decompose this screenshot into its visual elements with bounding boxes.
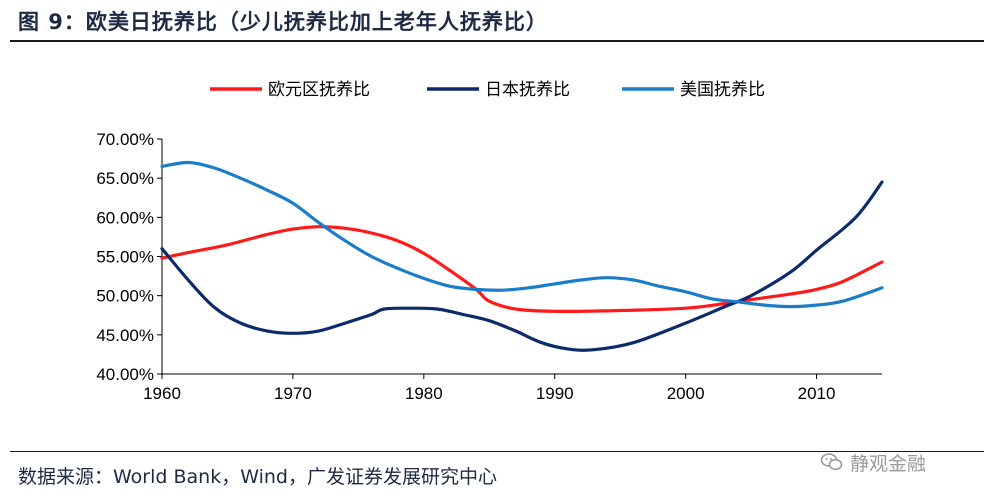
title-divider (10, 40, 984, 42)
footer-divider (10, 451, 984, 452)
series-line-eurozone (160, 225, 884, 313)
watermark: 静观金融 (820, 446, 926, 478)
x-tick-label: 1980 (405, 384, 443, 403)
y-tick-label: 60.00% (96, 208, 154, 227)
x-tick-label: 1960 (143, 384, 181, 403)
series-line-usa (160, 160, 884, 309)
y-tick-label: 65.00% (96, 169, 154, 188)
x-tick-label: 2010 (798, 384, 836, 403)
y-tick-label: 50.00% (96, 287, 154, 306)
y-tick-label: 55.00% (96, 248, 154, 267)
x-tick-label: 1990 (536, 384, 574, 403)
series-line-japan (160, 180, 884, 352)
legend-label: 日本抚养比 (485, 80, 570, 100)
legend-label: 欧元区抚养比 (268, 80, 370, 100)
y-tick-label: 45.00% (96, 326, 154, 345)
y-axis: 40.00% 45.00% 50.00% 55.00% 60.00% 65.00% 70.0… (96, 130, 163, 384)
y-tick-label: 40.00% (96, 365, 154, 384)
source-note: 数据来源：World Bank，Wind，广发证券发展研究中心 (18, 466, 497, 488)
watermark-text: 静观金融 (850, 452, 927, 475)
x-tick-label: 2000 (667, 384, 705, 403)
legend-label: 美国抚养比 (680, 80, 765, 100)
wechat-icon (820, 453, 843, 471)
x-tick-label: 1970 (274, 384, 312, 403)
plot-area (160, 160, 884, 352)
y-tick-label: 70.00% (96, 130, 154, 149)
figure-title: 图 9：欧美日抚养比（少儿抚养比加上老年人抚养比） (18, 10, 548, 34)
chart-legend: 欧元区抚养比 日本抚养比 美国抚养比 (210, 80, 765, 100)
x-axis: 1960 1970 1980 1990 2000 2010 (143, 373, 882, 403)
